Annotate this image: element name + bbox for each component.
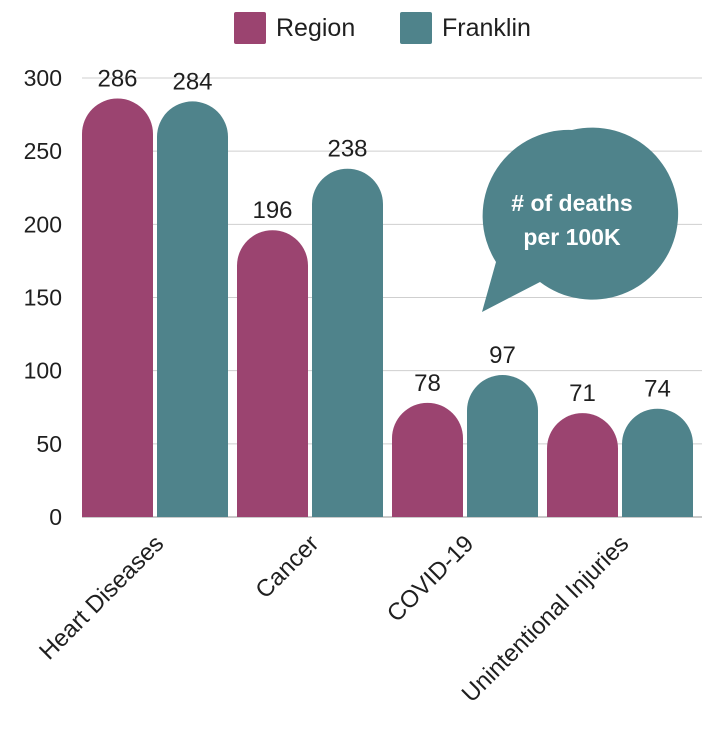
- x-tick-label: COVID-19: [382, 530, 479, 627]
- data-label: 284: [172, 68, 212, 95]
- bar-franklin: [157, 101, 228, 517]
- data-label: 238: [327, 136, 367, 163]
- x-tick-label: Unintentional Injuries: [457, 530, 635, 708]
- annotation-bubble: [482, 127, 679, 312]
- bar-region: [547, 413, 618, 517]
- bar-franklin: [467, 375, 538, 517]
- data-label: 74: [644, 376, 671, 403]
- data-labels: 286 284 196 238 78 97 71 74: [97, 65, 670, 407]
- y-tick-label: 150: [24, 285, 62, 311]
- x-tick-label: Heart Diseases: [34, 530, 169, 665]
- bars: [82, 98, 693, 518]
- y-tick-label: 100: [24, 358, 62, 384]
- legend-swatch-franklin: [400, 12, 432, 44]
- legend: Region Franklin: [0, 12, 702, 48]
- bar-franklin: [312, 168, 383, 517]
- x-axis: Heart Diseases Cancer COVID-19Unintentiona…: [34, 530, 634, 708]
- bar-region: [392, 402, 463, 517]
- y-tick-label: 300: [24, 65, 62, 91]
- legend-label-region: Region: [276, 13, 356, 42]
- legend-swatch-region: [234, 12, 266, 44]
- data-label: 196: [252, 197, 292, 224]
- y-tick-label: 50: [36, 431, 62, 457]
- y-tick-label: 200: [24, 211, 62, 237]
- data-label: 286: [97, 65, 137, 92]
- legend-item-franklin: Franklin: [400, 12, 531, 44]
- x-tick-label: Cancer: [250, 530, 324, 604]
- data-label: 78: [414, 370, 441, 397]
- legend-label-franklin: Franklin: [442, 13, 531, 42]
- bar-franklin: [622, 408, 693, 517]
- y-tick-label: 0: [49, 504, 62, 530]
- bar-region: [237, 230, 308, 518]
- y-tick-label: 250: [24, 138, 62, 164]
- data-label: 97: [489, 342, 516, 369]
- legend-item-region: Region: [234, 12, 355, 44]
- annotation-text: # of deaths per 100K: [511, 190, 633, 250]
- bar-region: [82, 98, 153, 517]
- y-axis: 0 50 100 150 200 250 300: [24, 65, 62, 530]
- data-label: 71: [569, 380, 596, 407]
